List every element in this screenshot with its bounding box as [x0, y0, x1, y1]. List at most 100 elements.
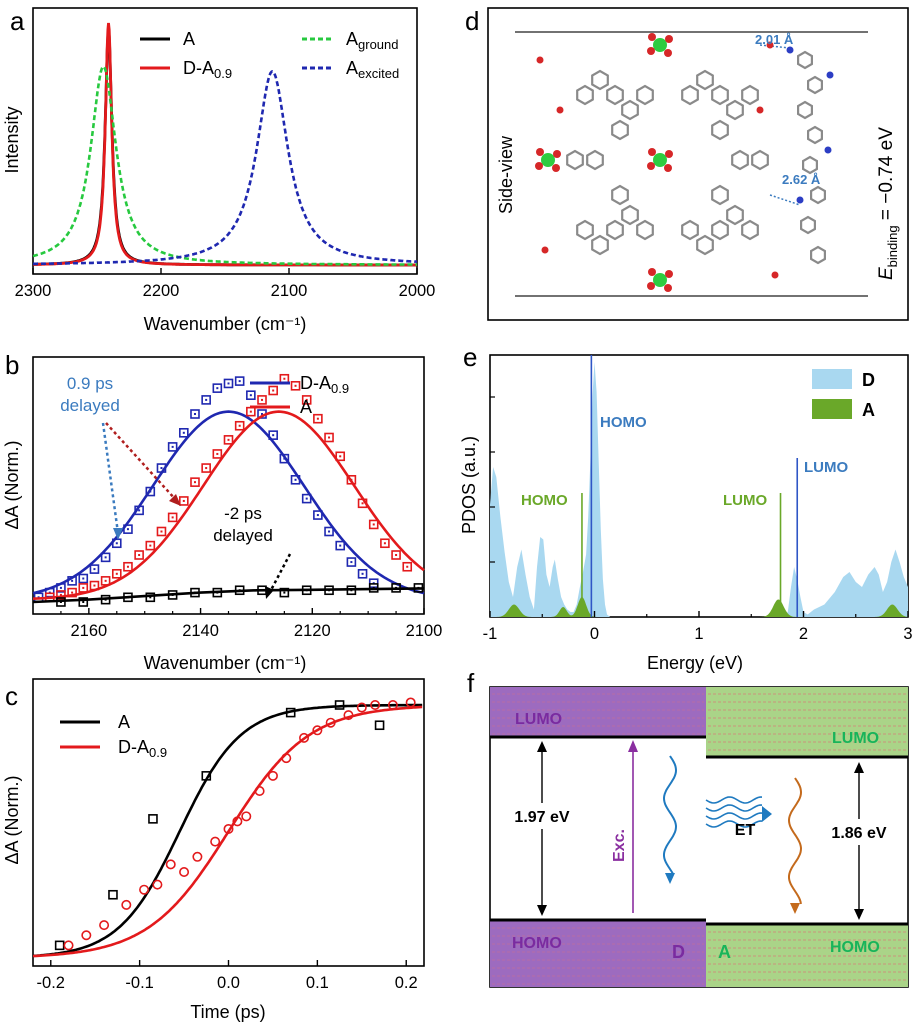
data-point-neg2ps — [413, 583, 424, 593]
framework-ring — [731, 149, 749, 171]
data-point-dot-A — [316, 417, 319, 420]
x-tick-label: 2100 — [406, 622, 443, 640]
data-point-A — [357, 498, 368, 509]
annotation-neg2ps: -2 ps delayed — [213, 504, 292, 599]
data-point-neg2ps — [100, 594, 111, 605]
lumo-a-text: LUMO — [832, 730, 879, 747]
data-point-dot-neg2ps — [395, 586, 398, 589]
data-point-dot-neg2ps — [283, 591, 286, 594]
metal-cluster-center-o — [648, 148, 656, 156]
adsorbate-ring — [801, 155, 819, 175]
data-point-DA — [241, 811, 252, 822]
data-point-A — [89, 580, 100, 591]
data-point-dot-A — [350, 478, 353, 481]
data-point-dot-neg2ps — [82, 601, 85, 603]
data-point-dot-neg2ps — [261, 589, 264, 592]
panel-b-x-axis-label: Wavenumber (cm⁻¹) — [144, 653, 307, 673]
x-tick-label: -0.2 — [37, 974, 65, 992]
arrow-0.9ps-red — [105, 422, 177, 501]
data-point-dot-A — [160, 530, 163, 533]
legend-swatch-e-a — [812, 399, 852, 419]
excitation-arrow-head — [628, 740, 638, 752]
data-point-dot-DA — [104, 556, 107, 559]
data-point-A — [346, 474, 357, 485]
data-point-A — [179, 496, 189, 506]
gap-arrow-a-head-top — [854, 762, 864, 773]
data-point-dot-A — [182, 499, 185, 502]
data-point-neg2ps — [212, 587, 223, 598]
data-point-dot-A — [361, 502, 364, 505]
data-point-DA — [179, 866, 190, 877]
metal-cluster-left-o — [536, 148, 544, 156]
framework-ring — [586, 149, 604, 171]
data-point-A — [391, 550, 401, 560]
data-point-dot-DA — [328, 530, 331, 533]
legend-label-b-a: A — [300, 397, 312, 417]
panel-a-frame — [32, 7, 418, 275]
data-point-dot-A — [249, 410, 252, 413]
relaxation-wave-a — [787, 777, 803, 905]
data-point-DA — [268, 430, 278, 440]
data-point-dot-A — [171, 516, 174, 519]
x-tick-label: 2200 — [143, 282, 180, 300]
d-tag: D — [672, 942, 685, 962]
annotation-0.9ps-line2: delayed — [60, 396, 120, 415]
annotation-0.9ps-line1: 0.9 ps — [67, 374, 113, 393]
oxygen-atom — [766, 41, 774, 49]
data-point-dot-DA — [261, 413, 264, 415]
data-point-DA — [210, 836, 221, 847]
data-point-dot-A — [339, 455, 342, 458]
data-point-dot-A — [383, 542, 386, 545]
metal-cluster-bottom-o — [648, 268, 656, 276]
framework-ring — [576, 219, 594, 241]
data-point-DA — [223, 378, 234, 389]
data-point-A — [402, 561, 413, 572]
data-point-A — [380, 538, 390, 549]
panel-e-label: e — [463, 342, 477, 372]
data-point-dot-DA — [361, 572, 364, 575]
data-point-A — [313, 413, 323, 424]
x-tick-label: 2140 — [182, 622, 219, 640]
metal-cluster-top-o — [647, 47, 655, 55]
homo-a-text: HOMO — [830, 939, 880, 956]
data-point-dot-DA — [59, 586, 62, 589]
framework-ring — [576, 84, 594, 106]
a-tag: A — [718, 942, 731, 962]
data-point-A — [134, 550, 144, 560]
data-point-dot-neg2ps — [350, 589, 353, 592]
data-point-dot-A — [261, 398, 264, 401]
panel-e-y-axis-label: PDOS (a.u.) — [459, 436, 479, 534]
distance-line-1 — [759, 44, 791, 49]
data-point-dot-neg2ps — [372, 586, 375, 589]
x-tick-label: -1 — [483, 625, 498, 643]
data-point-A — [374, 720, 385, 731]
panel-b-legend: D-A0.9 A — [250, 373, 349, 417]
data-point-DA — [312, 725, 323, 736]
data-point-DA — [290, 474, 301, 485]
arrow-0.9ps-blue — [101, 422, 120, 534]
data-point-DA — [301, 493, 312, 504]
metal-cluster-bottom-o — [665, 270, 673, 278]
metal-cluster-center — [653, 153, 667, 167]
x-tick-label: 3 — [903, 625, 912, 643]
data-point-DA — [370, 699, 381, 710]
metal-cluster-top-o — [665, 35, 673, 43]
gap-arrow-d-head-top — [537, 741, 547, 752]
gap-a-text-bg — [820, 819, 898, 845]
panel-a-y-axis-label: Intensity — [2, 106, 22, 173]
data-point-A — [201, 771, 212, 781]
metal-cluster-top-o — [648, 33, 656, 41]
data-point-dot-A — [71, 591, 74, 594]
pdos-area-D — [490, 362, 908, 617]
data-point-DA — [246, 390, 256, 401]
data-point-dot-A — [104, 579, 107, 582]
legend-label-e-a: A — [862, 400, 875, 420]
data-point-DA — [232, 816, 243, 827]
data-point-DA — [192, 851, 203, 862]
data-point-A — [234, 420, 245, 431]
x-tick-label: 0.0 — [217, 974, 240, 992]
data-point-A — [108, 889, 118, 900]
data-point-neg2ps — [145, 592, 156, 603]
data-point-DA — [299, 732, 310, 743]
